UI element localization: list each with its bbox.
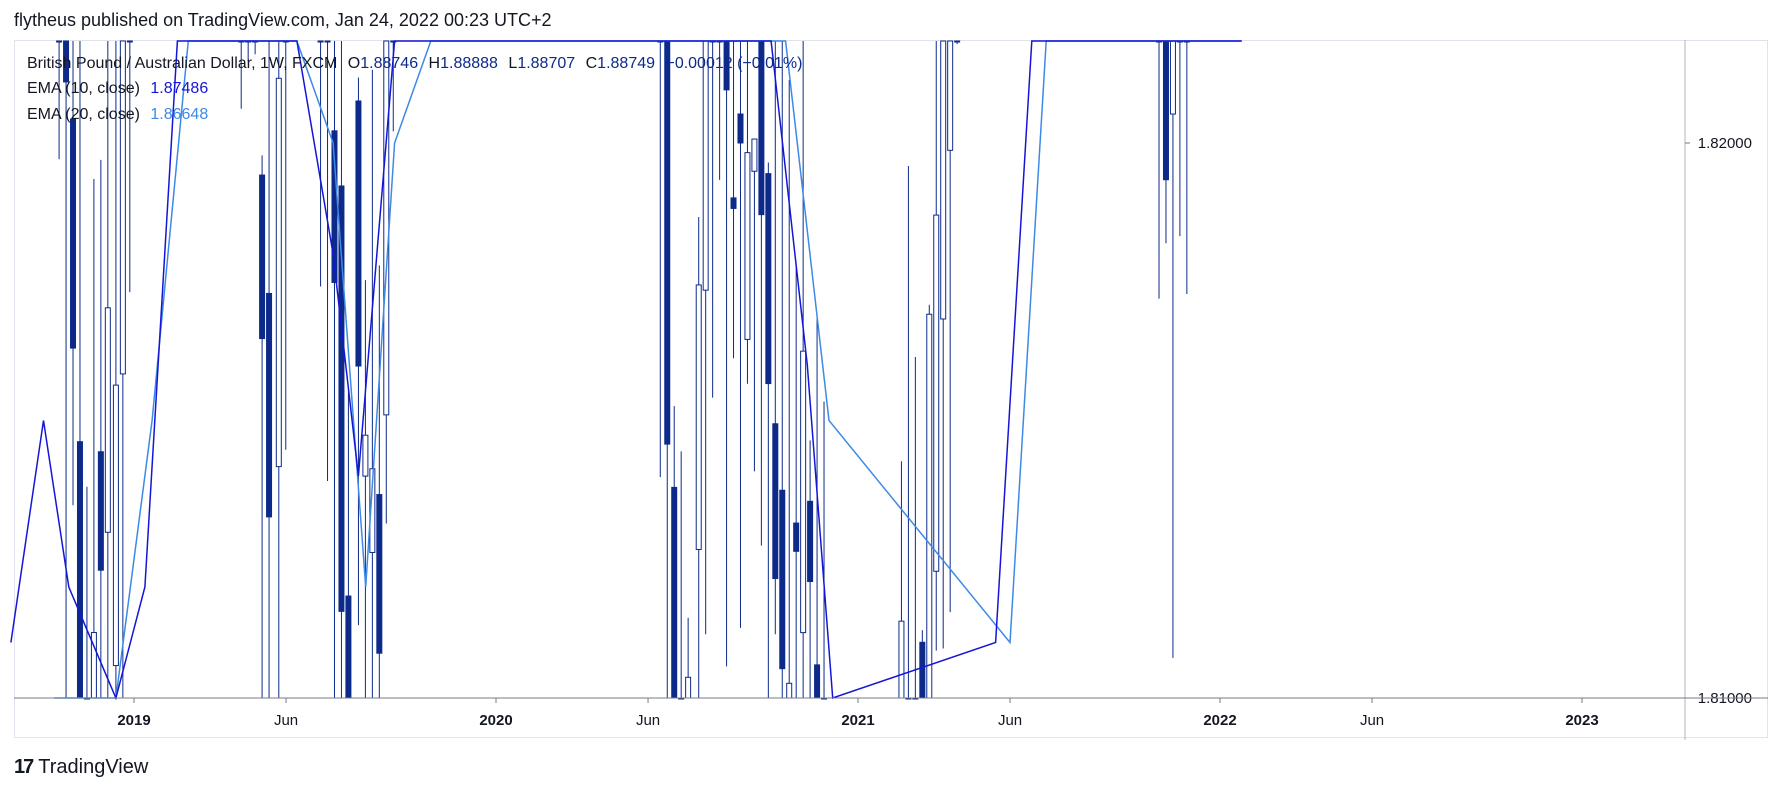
candle-up [119, 40, 126, 375]
candle-down [772, 423, 779, 580]
candle-up [947, 40, 954, 151]
candle-up [940, 40, 947, 320]
candle-up [362, 434, 369, 477]
ema10-line [10, 40, 1242, 701]
candle-up [898, 620, 905, 699]
candle-down [259, 174, 266, 340]
candle-down [324, 40, 331, 43]
ema20-label: EMA (20, close) [27, 106, 140, 123]
change-value: −0.00012 (−0.01%) [665, 55, 803, 72]
ema20-line [54, 40, 1242, 699]
candle-down [737, 113, 744, 144]
x-tick-label: 2021 [841, 712, 874, 729]
legend-symbol-row: British Pound / Australian Dollar, 1W, F… [27, 55, 808, 73]
candle-up [369, 468, 376, 553]
x-tick-label: 2020 [479, 712, 512, 729]
candle-down [63, 40, 70, 83]
candle-up [702, 40, 709, 291]
symbol-label: British Pound / Australian Dollar, 1W, F… [27, 55, 338, 72]
y-tick-label: 1.82000 [1698, 135, 1752, 152]
candle-down [730, 197, 737, 209]
tradingview-logo-text: TradingView [38, 756, 149, 778]
x-tick-label: 2019 [117, 712, 150, 729]
tradingview-logo[interactable]: 17 TradingView [14, 756, 148, 779]
candle-down [317, 40, 324, 43]
candle-up [744, 152, 751, 340]
ema20-value: 1.86648 [150, 106, 209, 123]
candle-up [695, 284, 702, 550]
candle-up [800, 350, 807, 634]
candle-up [126, 40, 133, 43]
candle-up [786, 682, 793, 699]
candle-down [76, 441, 83, 699]
x-tick-label: Jun [998, 712, 1022, 729]
candle-down [376, 494, 383, 654]
candle-up [1169, 40, 1176, 115]
candle-up [751, 138, 758, 172]
candle-down [355, 100, 362, 367]
candle-down [1162, 40, 1169, 181]
candle-down [345, 595, 352, 699]
candle-up [933, 214, 940, 572]
candle-down [671, 486, 678, 699]
candle-down [793, 522, 800, 552]
ema10-label: EMA (10, close) [27, 80, 140, 97]
candle-up [112, 384, 119, 667]
publisher-header: flytheus published on TradingView.com, J… [14, 10, 552, 30]
candle-up [275, 77, 282, 468]
candle-down [338, 185, 345, 612]
x-tick-label: Jun [1360, 712, 1384, 729]
candle-down [765, 173, 772, 385]
candle-down [56, 40, 63, 43]
candle-down [807, 500, 814, 583]
candle-up [685, 676, 692, 699]
x-tick-label: Jun [636, 712, 660, 729]
chart-frame[interactable] [14, 40, 1768, 738]
close-value: C1.88749 [585, 55, 656, 72]
high-value: H1.88888 [428, 55, 498, 72]
candle-up [383, 40, 390, 416]
legend-ema10-row[interactable]: EMA (10, close) 1.87486 [27, 80, 214, 98]
x-tick-label: 2023 [1565, 712, 1598, 729]
candle-down [331, 130, 338, 283]
x-tick-label: Jun [274, 712, 298, 729]
open-value: O1.88746 [347, 55, 419, 72]
candle-down [919, 641, 926, 699]
candle-down [664, 40, 671, 445]
candle-up [954, 40, 961, 43]
candle-down [814, 664, 821, 699]
candle-down [70, 118, 77, 349]
candle-down [266, 292, 273, 518]
x-tick-label: 2022 [1203, 712, 1236, 729]
candle-down [97, 451, 104, 571]
candle-up [104, 307, 111, 533]
candle-up [926, 313, 933, 699]
candle-down [779, 489, 786, 670]
low-value: L1.88707 [508, 55, 576, 72]
tradingview-logo-icon: 17 [14, 756, 34, 778]
ema10-value: 1.87486 [150, 80, 209, 97]
legend-ema20-row[interactable]: EMA (20, close) 1.86648 [27, 106, 214, 124]
